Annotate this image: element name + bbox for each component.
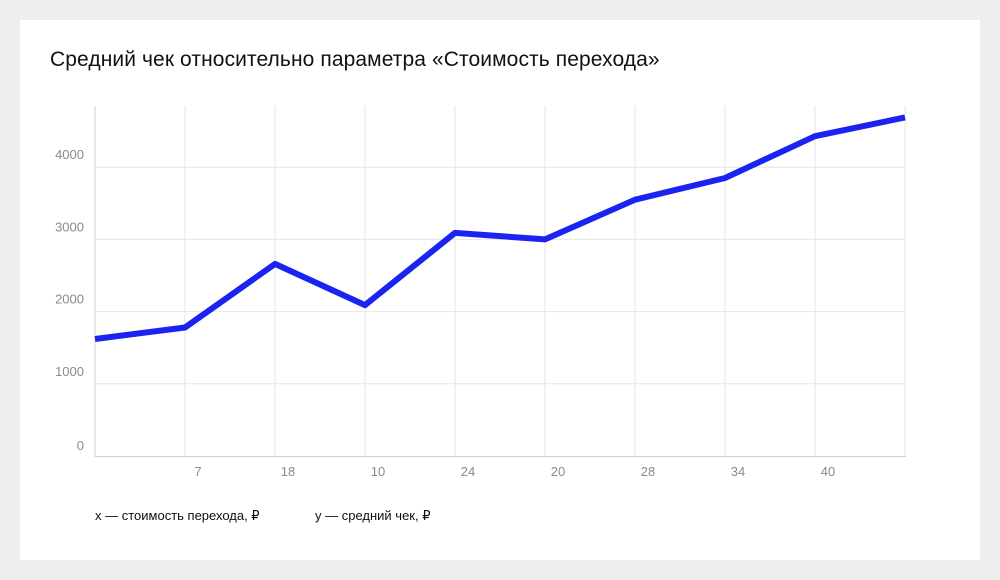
x-tick-label: 7	[194, 464, 201, 479]
x-tick-label: 18	[281, 464, 295, 479]
series-line	[94, 114, 906, 342]
y-axis-caption: y — средний чек, ₽	[315, 508, 431, 523]
x-tick-label: 28	[641, 464, 655, 479]
x-tick-label: 20	[551, 464, 565, 479]
x-tick-label: 24	[461, 464, 475, 479]
chart-card: Средний чек относительно параметра «Стои…	[20, 20, 980, 560]
y-tick-label: 2000	[55, 292, 84, 307]
x-tick-label: 10	[371, 464, 385, 479]
chart-title: Средний чек относительно параметра «Стои…	[50, 48, 660, 71]
y-tick-label: 0	[77, 438, 84, 453]
line-chart: 0 1000 2000 3000 4000 7 18 10 24 20 28 34 40	[55, 106, 906, 479]
x-tick-label: 40	[821, 464, 835, 479]
y-tick-label: 1000	[55, 364, 84, 379]
x-tick-label: 34	[731, 464, 745, 479]
y-tick-label: 3000	[55, 219, 84, 234]
x-axis-caption: x — стоимость перехода, ₽	[95, 508, 260, 523]
y-tick-label: 4000	[55, 147, 84, 162]
